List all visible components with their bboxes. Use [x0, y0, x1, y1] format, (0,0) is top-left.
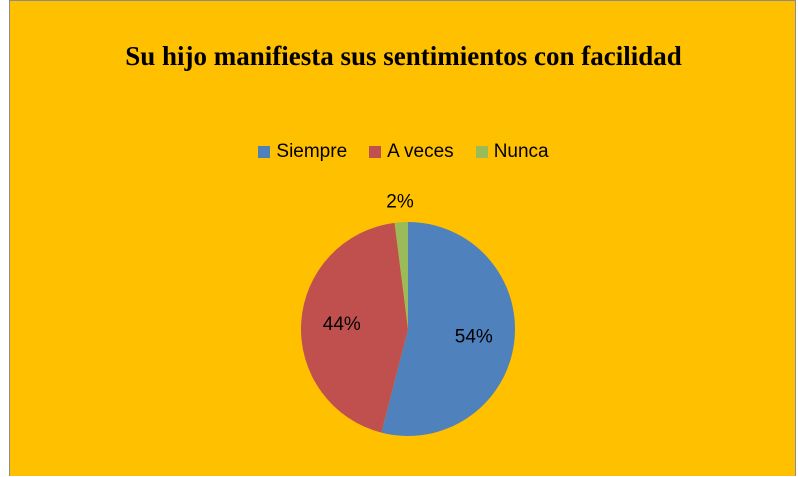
data-label: 54%	[455, 326, 493, 347]
legend-label: Siempre	[276, 141, 348, 162]
legend-swatch	[258, 146, 271, 158]
pie-slice	[394, 222, 408, 329]
legend-entry: Nunca	[475, 141, 549, 163]
title-box: Su hijo manifiesta sus sentimientos con …	[10, 39, 797, 73]
data-label: 44%	[323, 314, 361, 335]
legend: Siempre A veces Nunca	[10, 141, 797, 163]
pie-slice	[300, 222, 408, 433]
data-label: 2%	[386, 191, 414, 212]
legend-swatch	[475, 146, 488, 158]
chart-area: Su hijo manifiesta sus sentimientos con …	[9, 0, 796, 476]
pie-slice	[381, 222, 515, 436]
legend-entry: A veces	[369, 141, 454, 163]
legend-label: A veces	[387, 141, 454, 162]
legend-label: Nunca	[493, 141, 549, 162]
chart-title: Su hijo manifiesta sus sentimientos con …	[125, 41, 682, 71]
legend-swatch	[369, 146, 382, 158]
chart: 54% 44% 2%	[300, 191, 515, 436]
legend-entry: Siempre	[258, 141, 347, 163]
